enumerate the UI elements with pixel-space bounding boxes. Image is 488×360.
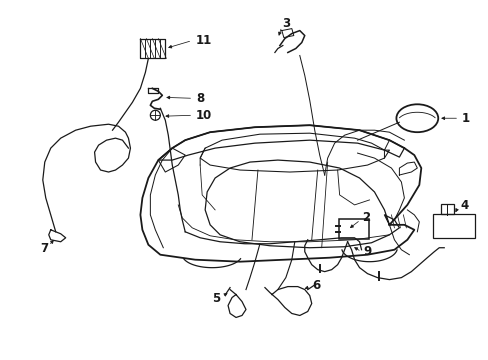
- Text: 1: 1: [461, 112, 469, 125]
- Text: 10: 10: [196, 109, 212, 122]
- Text: 5: 5: [211, 292, 220, 305]
- Text: 11: 11: [195, 34, 211, 47]
- Text: 2: 2: [362, 211, 370, 224]
- Text: 6: 6: [312, 279, 320, 292]
- Text: 8: 8: [196, 92, 204, 105]
- Text: 4: 4: [459, 199, 468, 212]
- Text: 9: 9: [363, 245, 371, 258]
- Text: 7: 7: [41, 242, 49, 255]
- Text: 3: 3: [281, 17, 289, 30]
